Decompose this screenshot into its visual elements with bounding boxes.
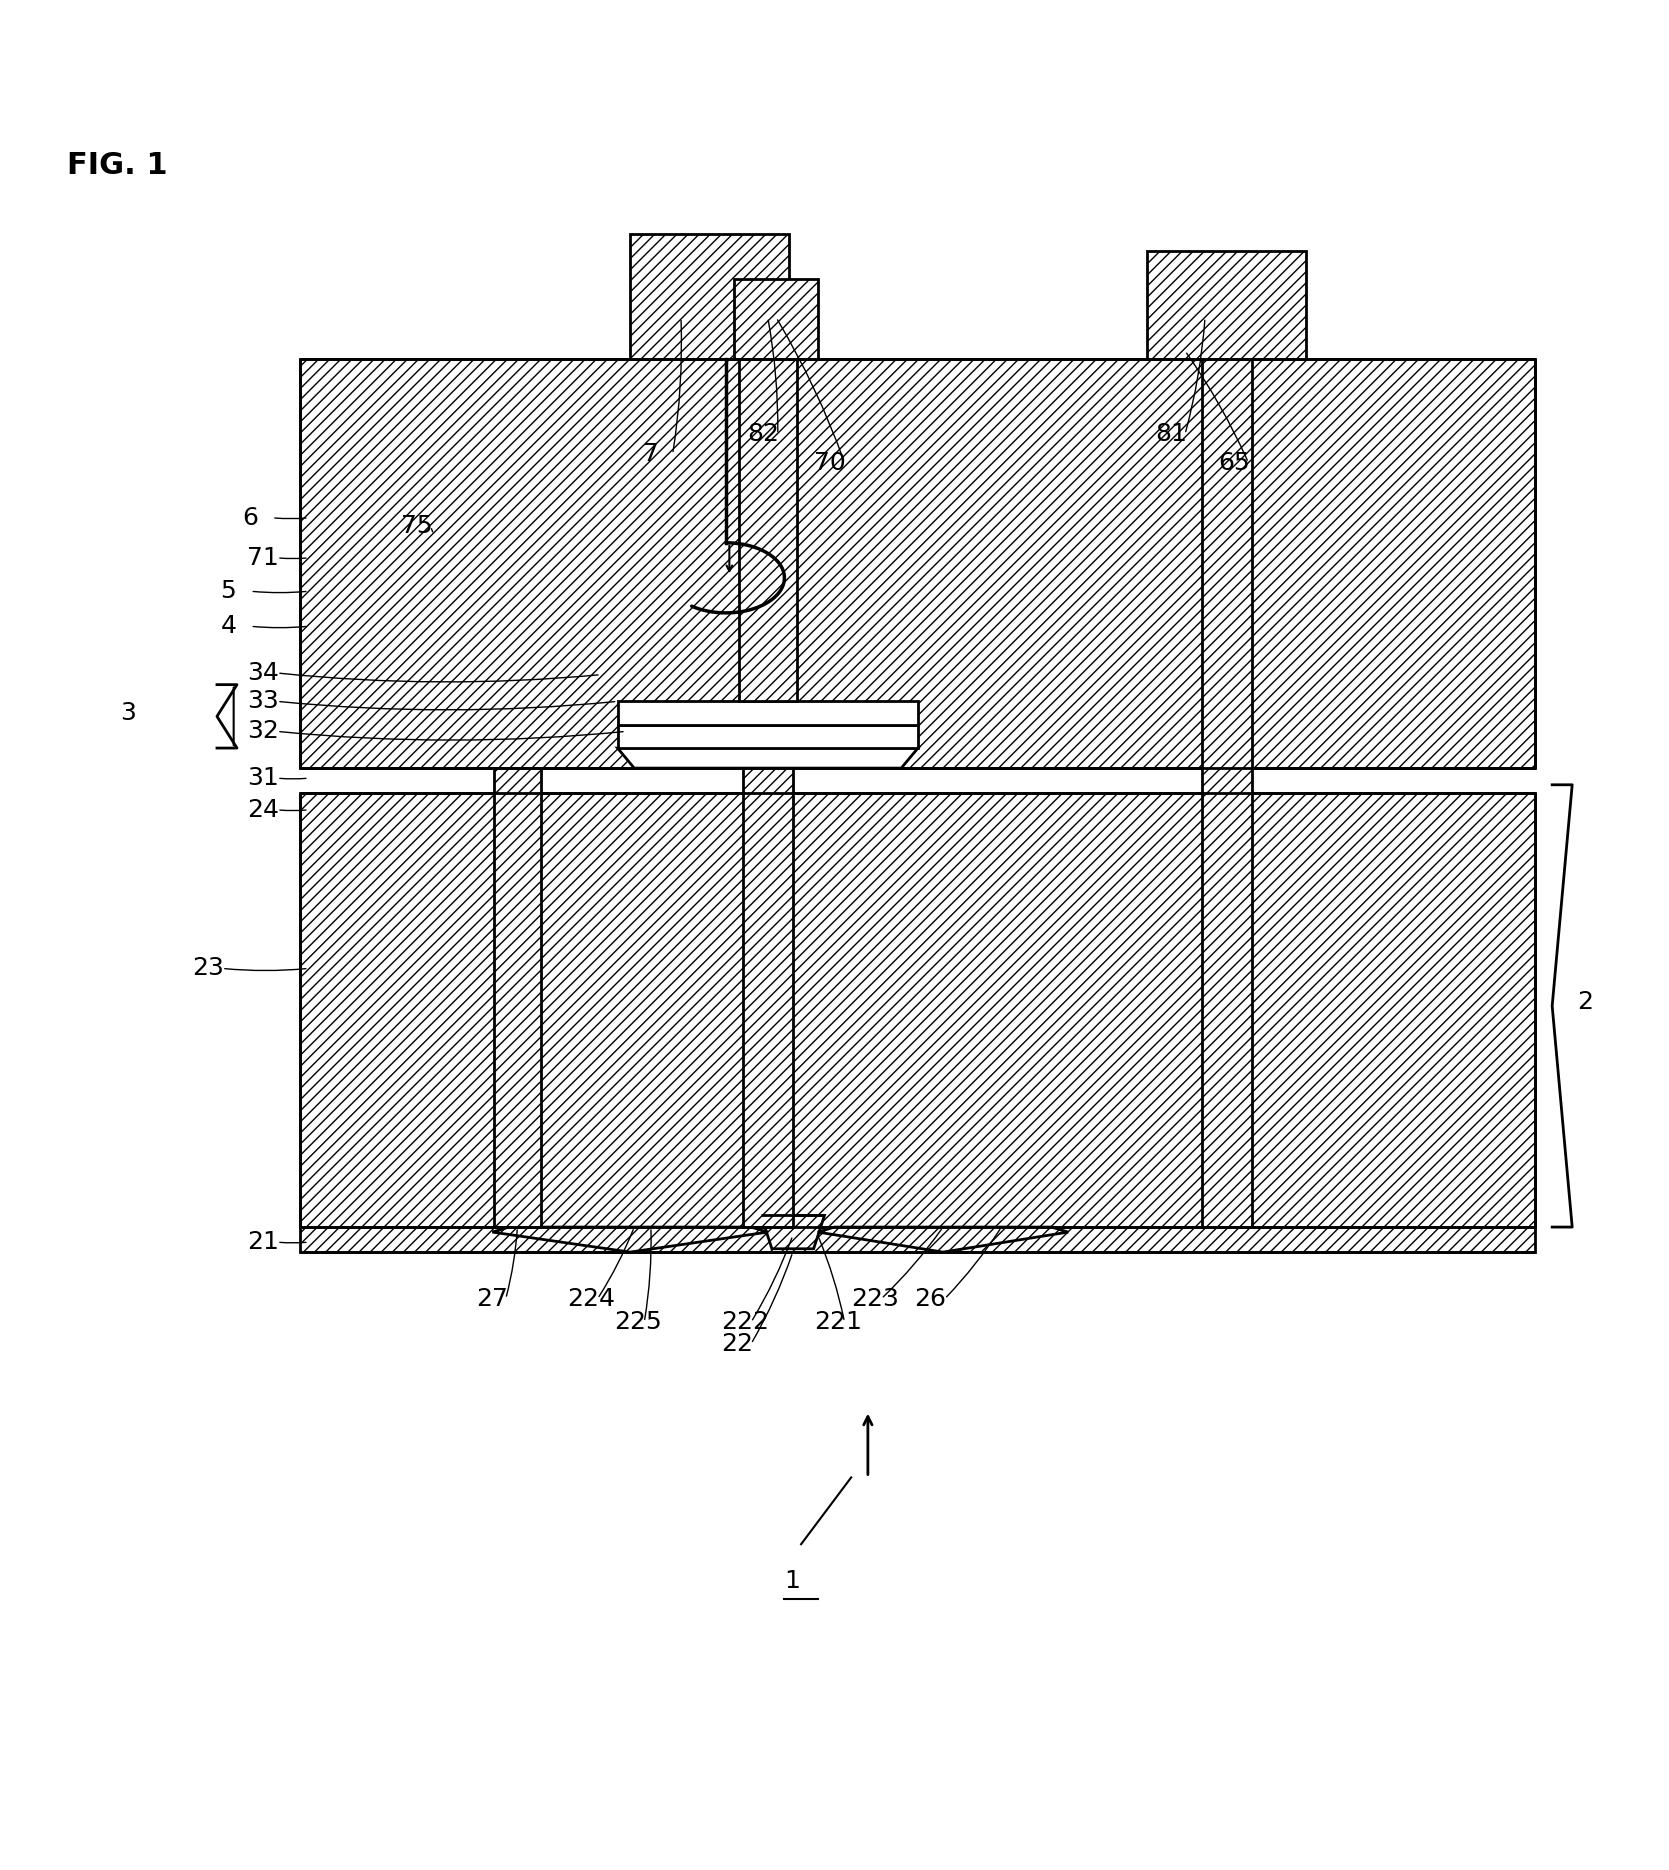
Bar bbox=[300, 793, 1535, 1227]
Text: 32: 32 bbox=[247, 720, 279, 744]
Text: 224: 224 bbox=[567, 1287, 616, 1311]
Polygon shape bbox=[618, 726, 918, 748]
Text: 2: 2 bbox=[1577, 989, 1594, 1014]
Text: 71: 71 bbox=[247, 546, 279, 570]
Text: 31: 31 bbox=[247, 767, 279, 791]
Polygon shape bbox=[1202, 359, 1252, 1227]
Text: 1: 1 bbox=[784, 1569, 801, 1593]
Text: 81: 81 bbox=[1155, 423, 1187, 447]
Text: 27: 27 bbox=[476, 1287, 507, 1311]
Text: 24: 24 bbox=[247, 798, 279, 821]
Polygon shape bbox=[818, 1227, 1068, 1253]
Text: 22: 22 bbox=[721, 1331, 753, 1356]
Text: 26: 26 bbox=[915, 1287, 946, 1311]
Text: 33: 33 bbox=[247, 690, 279, 712]
Text: 221: 221 bbox=[814, 1311, 863, 1333]
Text: 4: 4 bbox=[220, 613, 237, 638]
Text: 75: 75 bbox=[401, 514, 432, 539]
Text: 222: 222 bbox=[721, 1311, 769, 1333]
Polygon shape bbox=[618, 701, 918, 726]
Text: 21: 21 bbox=[247, 1230, 279, 1255]
Polygon shape bbox=[494, 769, 541, 1227]
Text: 65: 65 bbox=[1218, 451, 1250, 475]
Polygon shape bbox=[618, 748, 918, 769]
Bar bbox=[300, 359, 1535, 769]
Text: 223: 223 bbox=[851, 1287, 900, 1311]
Text: 70: 70 bbox=[814, 451, 846, 475]
Text: 34: 34 bbox=[247, 660, 279, 684]
Bar bbox=[734, 279, 818, 359]
Bar bbox=[300, 1227, 1535, 1253]
Polygon shape bbox=[761, 1216, 824, 1249]
Text: 5: 5 bbox=[220, 580, 235, 604]
Bar bbox=[631, 234, 789, 359]
Polygon shape bbox=[743, 769, 793, 1227]
Text: 225: 225 bbox=[614, 1311, 663, 1333]
Text: 23: 23 bbox=[192, 956, 224, 980]
Text: 82: 82 bbox=[748, 423, 779, 447]
Text: 3: 3 bbox=[120, 701, 137, 726]
Bar bbox=[1148, 251, 1307, 359]
Text: 6: 6 bbox=[242, 505, 259, 529]
Text: 7: 7 bbox=[643, 443, 659, 466]
Polygon shape bbox=[738, 359, 798, 701]
Text: FIG. 1: FIG. 1 bbox=[67, 151, 167, 180]
Polygon shape bbox=[492, 1227, 768, 1253]
